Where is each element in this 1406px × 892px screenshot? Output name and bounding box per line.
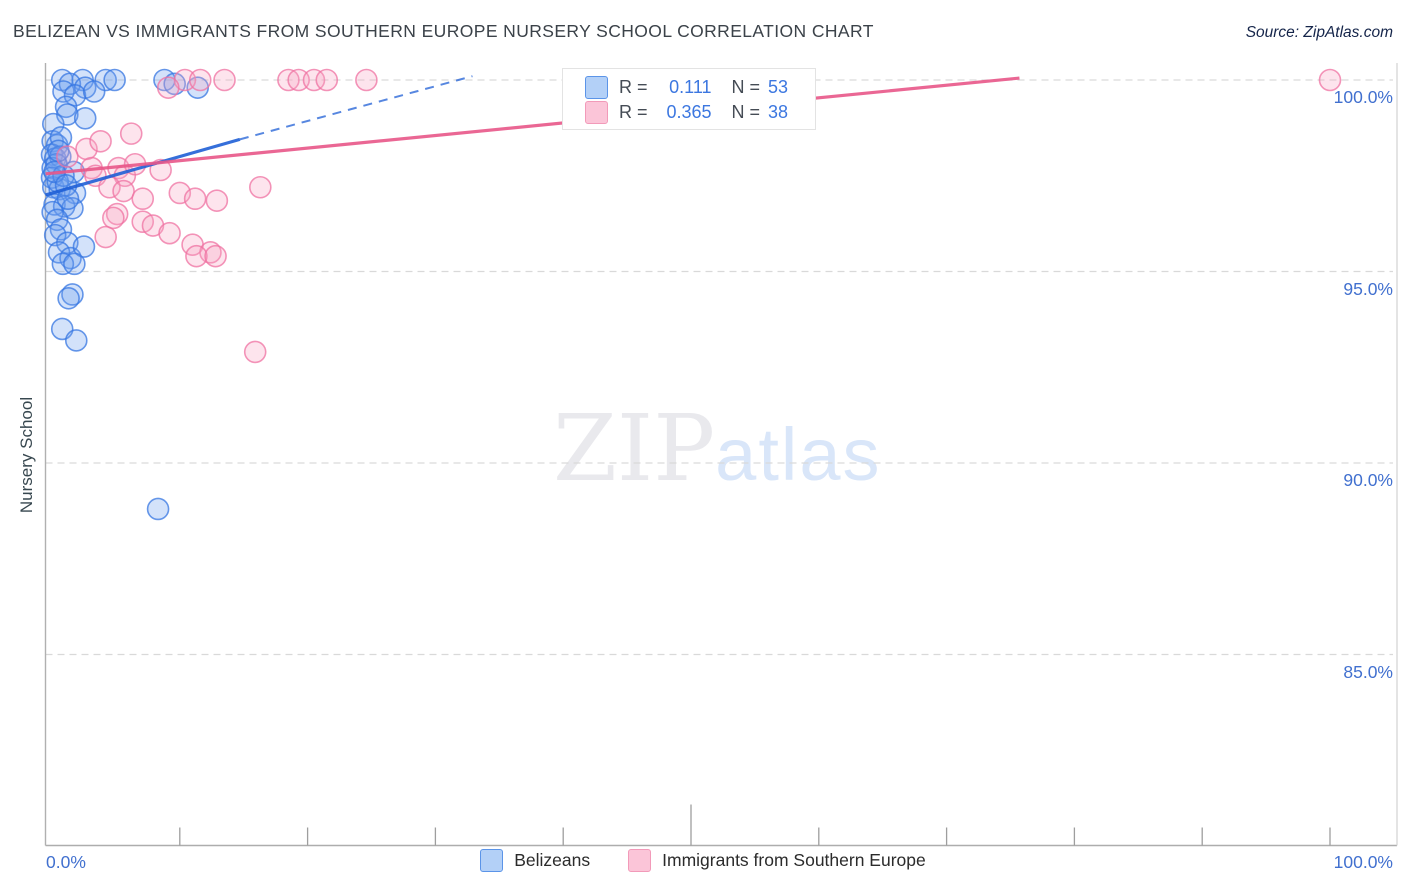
- y-axis-tick-label-95.0%: 95.0%: [1343, 278, 1393, 299]
- legend-swatch-pink: [628, 849, 652, 872]
- scatter-point-immigrants-from-southern-europe: [315, 68, 339, 92]
- scatter-point-immigrants-from-southern-europe: [156, 76, 180, 99]
- scatter-point-immigrants-from-southern-europe: [158, 221, 181, 245]
- scatter-point-immigrants-from-southern-europe: [105, 202, 129, 226]
- n-value: 53: [768, 77, 789, 97]
- scatter-point-immigrants-from-southern-europe: [188, 68, 212, 92]
- scatter-point-belizeans: [103, 68, 126, 92]
- scatter-point-belizeans: [61, 283, 84, 306]
- x-axis-min-label: 0.0%: [46, 852, 86, 872]
- n-value: 38: [768, 102, 789, 122]
- trendline-immigrants-from-southern-europe: [45, 76, 1020, 176]
- trendline-extension-belizeans: [239, 75, 473, 141]
- r-label: R =: [619, 102, 648, 122]
- scatter-point-belizeans: [51, 252, 75, 276]
- trendline-belizeans: [45, 137, 241, 197]
- scatter-point-immigrants-from-southern-europe: [249, 175, 272, 199]
- source-attribution: Source: ZipAtlas.com: [1245, 24, 1393, 41]
- scatter-point-belizeans: [82, 80, 106, 103]
- y-axis-label: Nursery School: [17, 396, 36, 514]
- scatter-point-belizeans: [64, 329, 88, 352]
- scatter-point-immigrants-from-southern-europe: [302, 68, 326, 92]
- scatter-point-belizeans: [54, 95, 78, 119]
- scatter-point-immigrants-from-southern-europe: [287, 68, 310, 92]
- scatter-point-belizeans: [43, 223, 67, 247]
- scatter-point-belizeans: [63, 84, 87, 107]
- scatter-point-immigrants-from-southern-europe: [1318, 68, 1342, 92]
- r-label: R =: [619, 77, 648, 97]
- stats-row-southern-europe: R = 0.365 N = 38: [585, 100, 815, 125]
- n-label: N =: [731, 102, 761, 122]
- scatter-point-belizeans: [73, 107, 97, 130]
- legend-swatch-blue: [480, 849, 504, 872]
- r-value: 0.365: [666, 102, 712, 122]
- scatter-point-immigrants-from-southern-europe: [119, 122, 143, 145]
- scatter-point-immigrants-from-southern-europe: [94, 225, 117, 249]
- scatter-point-belizeans: [72, 235, 96, 258]
- scatter-point-immigrants-from-southern-europe: [89, 129, 112, 153]
- legend-label: Immigrants from Southern Europe: [662, 850, 926, 870]
- chart-legend: Belizeans Immigrants from Southern Europ…: [0, 849, 1406, 872]
- y-axis-tick-label-90.0%: 90.0%: [1343, 470, 1393, 490]
- legend-label: Belizeans: [514, 850, 591, 870]
- r-value: 0.111: [669, 77, 712, 97]
- x-axis-max-label: 100.0%: [1333, 852, 1393, 872]
- pink-series-swatch: [585, 101, 608, 124]
- y-axis-tick-label-100.0%: 100.0%: [1333, 87, 1393, 107]
- legend-item-belizeans: Belizeans: [480, 849, 590, 872]
- scatter-point-belizeans: [94, 68, 117, 92]
- correlation-stats-box: R = 0.111 N = 53 R = 0.365 N = 38: [562, 68, 816, 130]
- scatter-point-immigrants-from-southern-europe: [102, 206, 125, 230]
- scatter-point-immigrants-from-southern-europe: [204, 244, 227, 268]
- n-label: N =: [731, 77, 761, 97]
- stats-row-belizeans: R = 0.111 N = 53: [585, 75, 815, 100]
- scatter-point-belizeans: [57, 287, 80, 310]
- scatter-point-immigrants-from-southern-europe: [205, 189, 229, 212]
- scatter-point-immigrants-from-southern-europe: [183, 187, 207, 211]
- y-axis-tick-label-85.0%: 85.0%: [1343, 661, 1393, 682]
- scatter-point-immigrants-from-southern-europe: [355, 68, 378, 92]
- scatter-point-immigrants-from-southern-europe: [213, 68, 236, 92]
- scatter-point-belizeans: [146, 497, 170, 521]
- scatter-point-immigrants-from-southern-europe: [185, 244, 208, 268]
- scatter-point-immigrants-from-southern-europe: [131, 187, 155, 211]
- page-title: BELIZEAN VS IMMIGRANTS FROM SOUTHERN EUR…: [13, 21, 874, 41]
- scatter-point-immigrants-from-southern-europe: [56, 145, 79, 168]
- scatter-point-immigrants-from-southern-europe: [243, 340, 267, 364]
- scatter-point-belizeans: [63, 252, 86, 276]
- blue-series-swatch: [585, 76, 608, 99]
- legend-item-southern-europe: Immigrants from Southern Europe: [628, 849, 926, 872]
- scatter-point-immigrants-from-southern-europe: [112, 179, 135, 203]
